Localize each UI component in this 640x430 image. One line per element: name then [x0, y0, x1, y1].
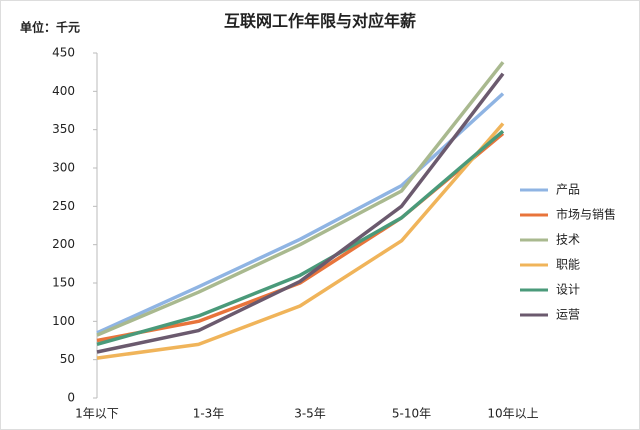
series-line [96, 72, 505, 354]
y-tick-label: 50 [60, 352, 75, 366]
legend-label: 运营 [556, 308, 580, 322]
y-tick-label: 400 [52, 84, 75, 98]
series-line [96, 122, 505, 360]
x-tick-label: 1年以下 [75, 407, 119, 421]
y-tick-label: 450 [52, 46, 75, 60]
y-tick-label: 150 [52, 276, 75, 290]
unit-label: 单位：千元 [20, 20, 80, 35]
y-tick-label: 0 [67, 391, 75, 405]
series-line [96, 92, 505, 335]
legend-label: 产品 [556, 183, 580, 197]
x-tick-label: 5-10年 [392, 407, 431, 421]
y-tick-label: 200 [52, 237, 75, 251]
x-tick-label: 10年以上 [487, 407, 538, 421]
legend-label: 市场与销售 [556, 207, 616, 222]
series-line [96, 129, 505, 347]
x-tick-label: 3-5年 [294, 407, 326, 421]
x-tick-label: 1-3年 [193, 407, 225, 421]
legend-label: 技术 [556, 233, 580, 247]
y-tick-label: 350 [52, 122, 75, 136]
y-tick-label: 300 [52, 161, 75, 175]
legend-label: 设计 [556, 283, 580, 297]
legend-label: 职能 [556, 258, 580, 272]
series-line [96, 61, 505, 337]
chart-title: 互联网工作年限与对应年薪 [224, 12, 416, 31]
y-tick-label: 100 [52, 314, 75, 328]
y-tick-label: 250 [52, 199, 75, 213]
